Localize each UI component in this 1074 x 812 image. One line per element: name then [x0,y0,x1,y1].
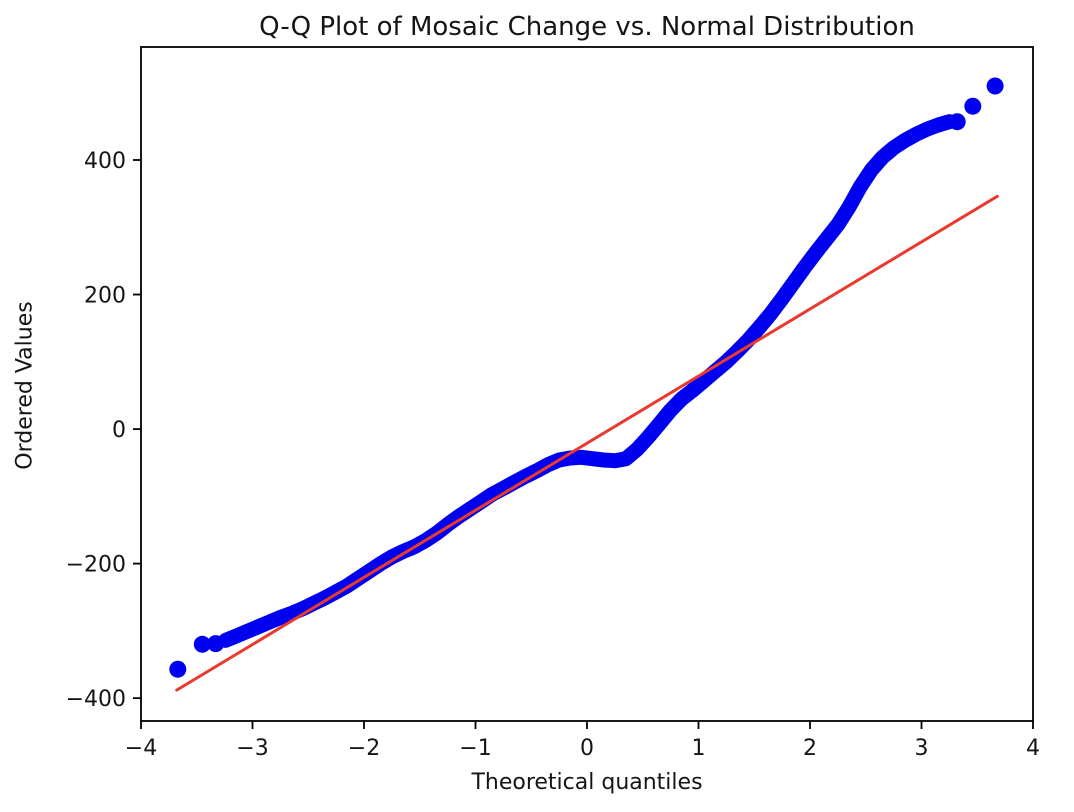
sample-quantile-chain [218,114,957,648]
x-tick-label: 1 [692,736,706,761]
data-point [964,97,982,115]
y-axis-ticks: −400 −200 0 200 400 [66,149,141,712]
data-point [986,77,1004,95]
x-tick-label: 0 [580,736,594,761]
x-tick-label: 3 [915,736,929,761]
x-tick-label: −3 [236,736,268,761]
x-axis-ticks: −4 −3 −2 −1 0 1 2 3 4 [125,721,1040,761]
y-tick-label: −400 [66,687,126,712]
x-tick-label: 4 [1026,736,1040,761]
y-tick-label: 0 [112,418,126,443]
x-tick-label: −1 [459,736,491,761]
chart-title: Q-Q Plot of Mosaic Change vs. Normal Dis… [259,12,915,42]
y-tick-label: −200 [66,553,126,578]
data-point [207,635,225,653]
y-tick-label: 400 [84,149,126,174]
x-tick-label: −2 [348,736,380,761]
y-axis-label: Ordered Values [12,301,38,470]
data-point [169,660,187,678]
x-tick-label: −4 [125,736,157,761]
x-axis-label: Theoretical quantiles [471,770,703,795]
data-point [193,635,211,653]
data-point [948,113,966,131]
x-tick-label: 2 [803,736,817,761]
isolated-extreme-points [169,77,1004,678]
y-tick-label: 200 [84,284,126,309]
normal-fit-line [175,194,999,692]
